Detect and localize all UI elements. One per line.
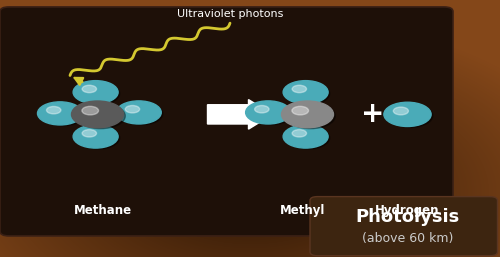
- Text: Methyl: Methyl: [280, 204, 325, 217]
- Circle shape: [292, 130, 306, 137]
- Text: Hydrogen: Hydrogen: [375, 204, 440, 217]
- Text: +: +: [361, 100, 384, 128]
- Circle shape: [72, 101, 124, 128]
- Circle shape: [126, 106, 140, 113]
- FancyArrow shape: [208, 99, 272, 129]
- Circle shape: [250, 103, 292, 125]
- Circle shape: [77, 127, 120, 149]
- Circle shape: [384, 102, 431, 126]
- Circle shape: [77, 82, 120, 105]
- Circle shape: [76, 103, 126, 129]
- Circle shape: [254, 106, 269, 113]
- Circle shape: [292, 106, 308, 115]
- Text: (above 60 km): (above 60 km): [362, 232, 453, 245]
- Text: Methane: Methane: [74, 204, 132, 217]
- Circle shape: [292, 85, 306, 93]
- Circle shape: [287, 82, 330, 105]
- Circle shape: [73, 81, 118, 104]
- Text: Photolysis: Photolysis: [356, 208, 460, 226]
- Circle shape: [283, 125, 328, 148]
- Circle shape: [246, 101, 290, 124]
- FancyBboxPatch shape: [310, 197, 498, 256]
- FancyBboxPatch shape: [0, 7, 453, 236]
- Circle shape: [46, 106, 61, 114]
- Circle shape: [120, 103, 163, 125]
- Circle shape: [287, 127, 330, 149]
- Circle shape: [283, 81, 328, 104]
- Circle shape: [82, 85, 96, 93]
- Circle shape: [286, 103, 336, 129]
- Circle shape: [394, 107, 408, 115]
- Text: Ultraviolet photons: Ultraviolet photons: [177, 9, 283, 19]
- Circle shape: [42, 104, 84, 126]
- Circle shape: [116, 101, 161, 124]
- Circle shape: [388, 104, 433, 127]
- Circle shape: [82, 106, 98, 115]
- Circle shape: [38, 102, 82, 125]
- Circle shape: [282, 101, 334, 128]
- Circle shape: [82, 130, 96, 137]
- Circle shape: [73, 125, 118, 148]
